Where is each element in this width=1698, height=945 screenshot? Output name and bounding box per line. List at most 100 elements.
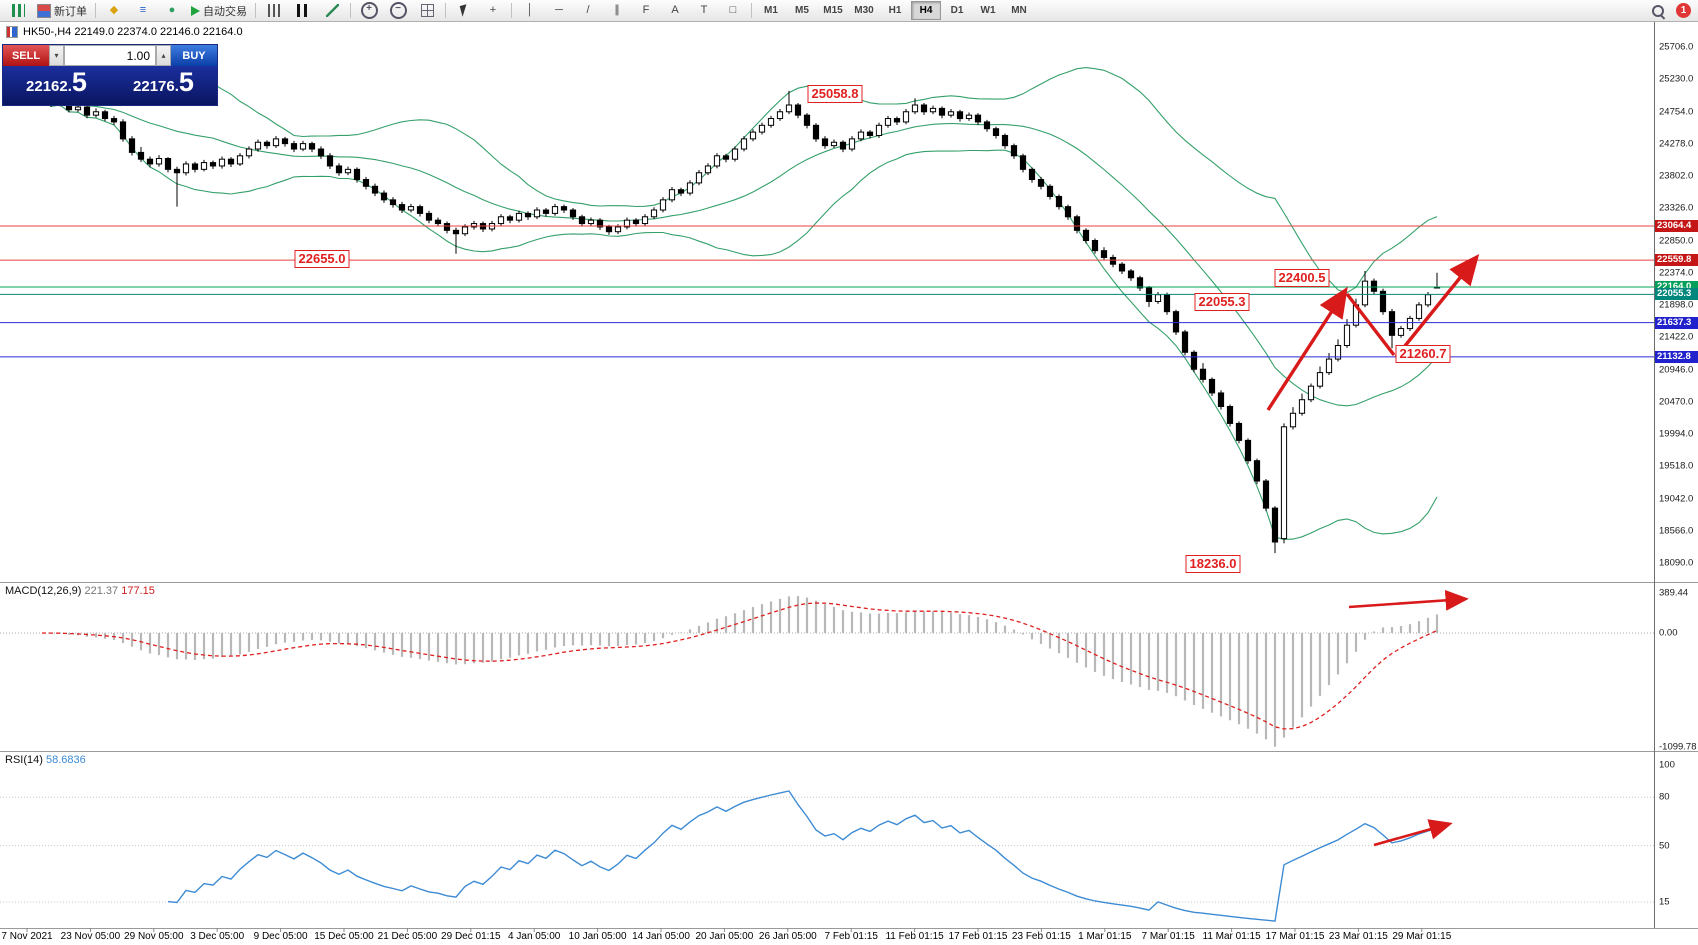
zoom-in-icon: + <box>360 2 378 19</box>
time-axis-label: 21 Dec 05:00 <box>377 931 438 942</box>
volume-input[interactable]: 1.00 <box>64 45 156 66</box>
timeframe-button-mn[interactable]: MN <box>1011 5 1027 16</box>
rsi-axis-label: 50 <box>1659 840 1670 852</box>
auto-trading-button[interactable]: 自动交易 <box>187 1 251 21</box>
crosshair-button[interactable]: + <box>479 1 507 21</box>
zoom-out-button[interactable]: − <box>384 1 412 21</box>
volume-up-button[interactable]: ▴ <box>156 45 171 66</box>
macd-value: 221.37 <box>84 585 119 597</box>
price-annotation: 22655.0 <box>294 250 350 268</box>
chart-ohlc-text: HK50-,H4 22149.0 22374.0 22146.0 22164.0 <box>23 26 243 38</box>
play-icon <box>191 5 200 16</box>
line-chart-icon <box>325 4 339 17</box>
sell-price-main: 22162. <box>26 78 72 95</box>
time-axis-label: 9 Dec 05:00 <box>253 931 308 942</box>
trendline-icon: / <box>586 4 590 16</box>
price-axis-label: 19518.0 <box>1659 460 1694 472</box>
price-tag: 21637.3 <box>1655 316 1698 329</box>
timeframe-button-m1[interactable]: M1 <box>764 5 778 16</box>
time-axis-label: 29 Mar 01:15 <box>1392 931 1452 942</box>
price-axis-label: 18566.0 <box>1659 525 1694 537</box>
vertical-line-icon: │ <box>526 4 534 16</box>
text-button[interactable]: A <box>661 1 689 21</box>
tile-windows-button[interactable] <box>413 1 441 21</box>
list-icon: ≡ <box>139 4 147 16</box>
new-order-button[interactable]: 新订单 <box>33 1 91 21</box>
price-axis-label: 20946.0 <box>1659 364 1694 375</box>
zoom-in-button[interactable]: + <box>355 1 383 21</box>
price-annotation: 21260.7 <box>1395 345 1451 363</box>
volume-down-button[interactable]: ▾ <box>49 45 64 66</box>
timeframe-button-w1[interactable]: W1 <box>980 5 996 16</box>
price-axis-label: 25230.0 <box>1659 73 1694 85</box>
price-axis-label: 19994.0 <box>1659 428 1694 440</box>
rsi-axis-label: 80 <box>1659 791 1670 803</box>
timeframe-button-d1[interactable]: D1 <box>950 5 964 16</box>
macd-name: MACD(12,26,9) <box>5 585 82 597</box>
price-axis-label: 19042.0 <box>1659 493 1694 504</box>
time-axis-label: 15 Dec 05:00 <box>314 931 374 942</box>
price-annotation: 25058.8 <box>807 85 863 103</box>
price-axis-label: 22850.0 <box>1659 235 1694 246</box>
search-icon <box>1652 4 1664 17</box>
buy-price-pips: 5 <box>178 67 194 97</box>
time-axis-label: 29 Dec 01:15 <box>441 931 501 942</box>
bar-chart-button[interactable] <box>260 1 288 21</box>
timeframe-button-m5[interactable]: M5 <box>795 5 809 16</box>
candles-icon <box>11 4 25 17</box>
time-axis-label: 3 Dec 05:00 <box>190 931 245 942</box>
rsi-label: RSI(14) 58.6836 <box>5 754 86 766</box>
rsi-axis-label: 100 <box>1659 759 1675 771</box>
timeframe-button-h1[interactable]: H1 <box>888 5 902 16</box>
line-chart-button[interactable] <box>318 1 346 21</box>
time-axis-label: 23 Mar 01:15 <box>1328 931 1388 942</box>
chart-title: HK50-,H4 22149.0 22374.0 22146.0 22164.0 <box>6 26 243 38</box>
horizontal-line-icon: ─ <box>555 4 563 16</box>
notification-badge[interactable]: 1 <box>1676 3 1691 18</box>
trendline-button[interactable]: / <box>574 1 602 21</box>
time-axis-label: 7 Feb 01:15 <box>824 931 878 942</box>
market-watch-icon[interactable]: ◆ <box>100 1 128 21</box>
fibonacci-button[interactable]: F <box>632 1 660 21</box>
macd-axis-label: 0.00 <box>1659 627 1678 639</box>
timeframe-button-h4[interactable]: H4 <box>911 1 941 20</box>
time-axis-label: 23 Feb 01:15 <box>1011 931 1071 942</box>
macd-signal-value: 177.15 <box>121 585 155 597</box>
navigator-icon[interactable]: ● <box>158 1 186 21</box>
price-tag: 23064.4 <box>1655 219 1698 232</box>
vertical-line-button[interactable]: │ <box>516 1 544 21</box>
time-axis-label: 29 Nov 05:00 <box>124 931 184 942</box>
fibonacci-icon: F <box>642 4 650 16</box>
timeframe-button-m15[interactable]: M15 <box>823 5 843 16</box>
separator <box>350 3 351 18</box>
buy-price[interactable]: 22176. 5 <box>110 66 217 105</box>
price-axis-label: 25706.0 <box>1659 41 1694 53</box>
price-axis-label: 21898.0 <box>1659 299 1694 311</box>
separator <box>511 3 512 18</box>
channel-button[interactable]: ∥ <box>603 1 631 21</box>
time-axis-label: 7 Nov 2021 <box>1 931 53 942</box>
chart-window-icon[interactable] <box>4 1 32 21</box>
time-axis-label: 11 Feb 01:15 <box>885 931 944 942</box>
timeframe-button-m30[interactable]: M30 <box>854 5 874 16</box>
separator <box>95 3 96 18</box>
sell-button[interactable]: SELL <box>3 45 49 66</box>
time-axis-label: 26 Jan 05:00 <box>758 931 817 942</box>
buy-button[interactable]: BUY <box>171 45 217 66</box>
data-window-icon[interactable]: ≡ <box>129 1 157 21</box>
price-tag: 21132.8 <box>1655 350 1698 363</box>
cursor-button[interactable] <box>450 1 478 21</box>
shapes-button[interactable]: □ <box>719 1 747 21</box>
time-axis-label: 1 Mar 01:15 <box>1078 931 1132 942</box>
candlestick-chart-button[interactable] <box>289 1 317 21</box>
horizontal-line-button[interactable]: ─ <box>545 1 573 21</box>
label-button[interactable]: T <box>690 1 718 21</box>
time-axis-label: 20 Jan 05:00 <box>695 931 754 942</box>
search-button[interactable] <box>1644 1 1672 21</box>
text-icon: A <box>671 4 679 16</box>
separator <box>255 3 256 18</box>
sell-price[interactable]: 22162. 5 <box>3 66 110 105</box>
